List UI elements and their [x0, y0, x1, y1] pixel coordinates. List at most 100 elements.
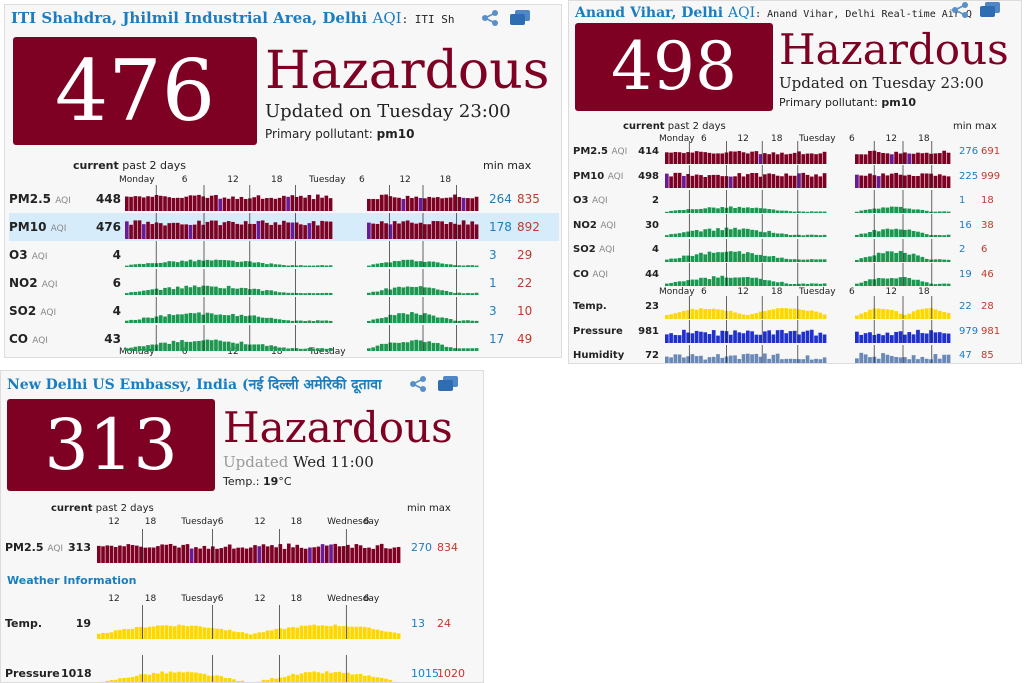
pollutant-row[interactable]: SO2 AQI 4 2 6: [573, 238, 1019, 264]
chart-bar: [822, 234, 827, 237]
chart-bar: [431, 261, 436, 267]
min-value: 178: [489, 220, 512, 234]
history-chart[interactable]: [665, 344, 827, 365]
history-chart[interactable]: [367, 297, 479, 323]
chart-bar: [669, 234, 673, 237]
history-chart[interactable]: [125, 185, 333, 211]
pollutant-row[interactable]: CO AQI 43 17 49: [9, 325, 559, 353]
share-icon[interactable]: [407, 375, 429, 393]
history-chart[interactable]: [665, 189, 827, 213]
pollutant-row[interactable]: O3 AQI 4 3 29: [9, 241, 559, 269]
pollutant-row[interactable]: Pressure 1018 1015 1020: [5, 655, 481, 683]
chart-bar: [129, 292, 133, 295]
chart-bar: [328, 221, 333, 239]
history-chart[interactable]: [855, 140, 951, 164]
pollutant-row[interactable]: CO AQI 44 19 46: [573, 263, 1019, 289]
chart-bar: [363, 626, 367, 639]
chart-bar: [894, 356, 899, 363]
chart-bar: [771, 354, 776, 363]
chart-bar: [260, 317, 265, 323]
pollutant-row[interactable]: Temp. 19 13 24: [5, 605, 481, 641]
chart-bar: [885, 332, 890, 343]
max-value: 22: [517, 276, 533, 290]
chart-bar: [265, 290, 269, 295]
share-icon[interactable]: [949, 1, 971, 19]
chart-bar: [448, 347, 453, 351]
chart-bar: [690, 152, 695, 164]
history-chart[interactable]: [855, 320, 951, 343]
history-chart[interactable]: [665, 140, 827, 164]
chart-bar: [133, 291, 138, 295]
history-chart[interactable]: [855, 189, 951, 213]
history-chart[interactable]: [855, 263, 951, 286]
chart-bar: [167, 314, 172, 323]
history-chart[interactable]: [125, 325, 333, 351]
station-title[interactable]: Anand Vihar, Delhi AQI: Anand Vihar, Del…: [575, 5, 972, 21]
history-chart[interactable]: [665, 238, 827, 262]
history-chart[interactable]: [367, 213, 479, 239]
pollutant-row[interactable]: PM2.5 AQI 313 270 834: [5, 529, 481, 565]
pollutant-row[interactable]: SO2 AQI 4 3 10: [9, 297, 559, 325]
chart-bar: [113, 547, 118, 563]
history-chart[interactable]: [855, 295, 951, 319]
chart-bar: [164, 544, 169, 563]
chart-bar: [792, 211, 797, 213]
chart-bar: [805, 259, 810, 262]
chart-bar: [222, 222, 227, 239]
pollutant-row[interactable]: NO2 AQI 30 16 38: [573, 214, 1019, 240]
pollutant-row[interactable]: PM10 AQI 476 178 892: [9, 213, 559, 241]
history-chart[interactable]: [855, 344, 951, 365]
history-chart[interactable]: [367, 325, 479, 351]
history-chart[interactable]: [97, 605, 401, 639]
history-chart[interactable]: [855, 238, 951, 262]
history-chart[interactable]: [125, 213, 333, 239]
row-unit: AQI: [600, 220, 617, 231]
history-chart[interactable]: [97, 529, 401, 563]
station-title[interactable]: New Delhi US Embassy, India (नई दिल्ली अ…: [7, 377, 382, 393]
history-chart[interactable]: [665, 295, 827, 319]
chart-bar: [809, 210, 814, 213]
history-chart[interactable]: [125, 241, 333, 267]
chart-bar: [137, 196, 142, 211]
current-value: 4: [112, 304, 121, 318]
chart-bar: [780, 358, 784, 363]
history-chart[interactable]: [367, 269, 479, 295]
history-chart[interactable]: [665, 165, 827, 188]
weather-info-heading[interactable]: Weather Information: [7, 574, 137, 587]
history-chart[interactable]: [855, 165, 951, 188]
pollutant-row[interactable]: Pressure 981 979 981: [573, 320, 1019, 346]
history-chart[interactable]: [367, 185, 479, 211]
chart-bar: [397, 223, 401, 239]
chart-bar: [384, 631, 388, 639]
chart-bar: [754, 277, 759, 286]
chart-bar: [151, 547, 156, 563]
history-chart[interactable]: [855, 214, 951, 237]
pollutant-row[interactable]: Humidity 72 47 85: [573, 344, 1019, 365]
history-chart[interactable]: [665, 320, 827, 343]
window-icon[interactable]: [979, 1, 1001, 19]
chart-bar: [350, 547, 354, 563]
max-value: 835: [517, 192, 540, 206]
history-chart[interactable]: [125, 269, 333, 295]
history-chart[interactable]: [665, 263, 827, 286]
chart-bar: [707, 228, 712, 237]
chart-bar: [273, 264, 278, 267]
chart-bar: [401, 221, 406, 239]
chart-bar: [256, 316, 261, 323]
pollutant-row[interactable]: PM2.5 AQI 414 276 691: [573, 140, 1019, 166]
pollutant-row[interactable]: Temp. 23 22 28: [573, 295, 1019, 321]
chart-bar: [466, 224, 470, 239]
chart-bar: [122, 546, 126, 563]
share-icon[interactable]: [479, 9, 501, 27]
station-title[interactable]: ITI Shahdra, Jhilmil Industrial Area, De…: [11, 9, 455, 27]
pollutant-row[interactable]: PM2.5 AQI 448 264 835: [9, 185, 559, 213]
history-chart[interactable]: [665, 214, 827, 237]
window-icon[interactable]: [437, 375, 459, 393]
history-chart[interactable]: [97, 655, 401, 683]
pollutant-row[interactable]: NO2 AQI 6 1 22: [9, 269, 559, 297]
window-icon[interactable]: [509, 9, 531, 27]
history-chart[interactable]: [367, 241, 479, 267]
history-chart[interactable]: [125, 297, 333, 323]
pollutant-row[interactable]: PM10 AQI 498 225 999: [573, 165, 1019, 191]
pollutant-row[interactable]: O3 AQI 2 1 18: [573, 189, 1019, 215]
